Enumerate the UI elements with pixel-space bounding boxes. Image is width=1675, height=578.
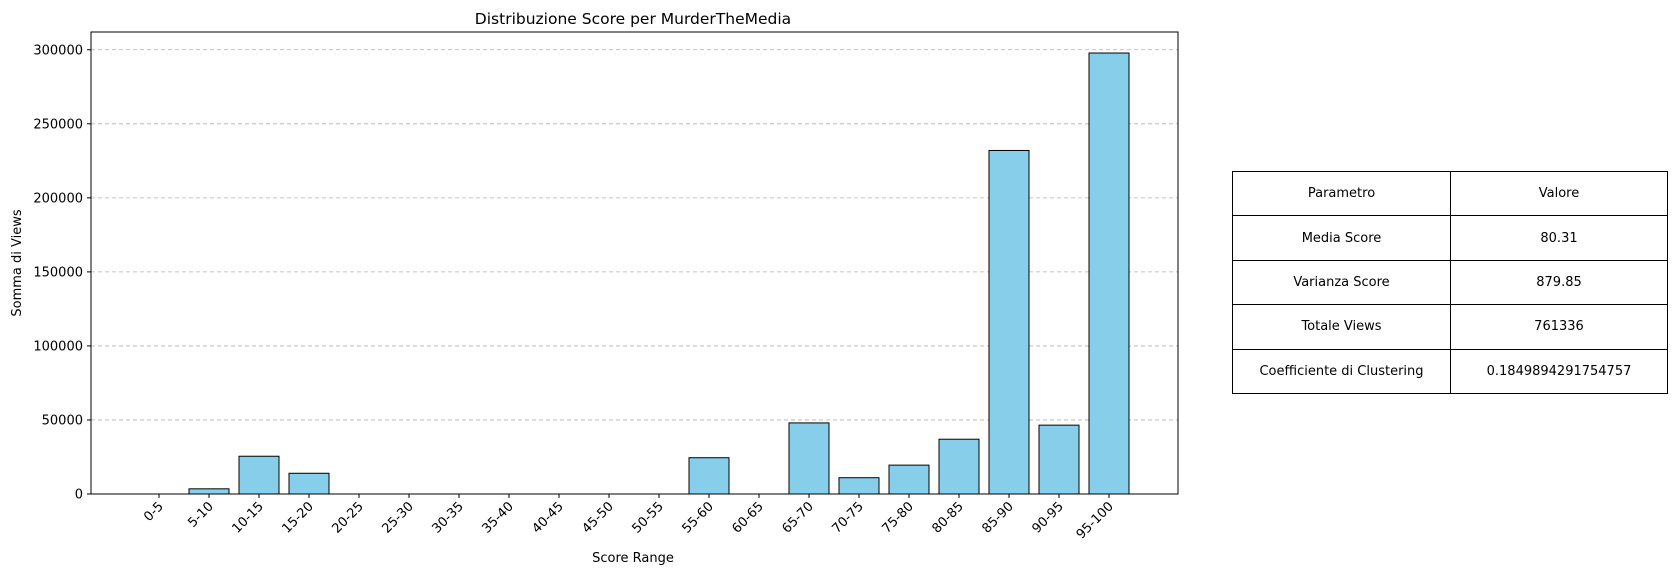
x-tick-label: 0-5 bbox=[141, 499, 167, 525]
bar-5-10 bbox=[188, 488, 230, 495]
bar-90-95 bbox=[1038, 424, 1080, 495]
y-axis-label: Somma di Views bbox=[10, 209, 25, 316]
bar-95-100 bbox=[1088, 52, 1130, 495]
x-tick-label: 75-80 bbox=[880, 499, 917, 536]
table-row: Totale Views 761336 bbox=[1232, 304, 1668, 350]
value-cell: 80.31 bbox=[1450, 215, 1668, 261]
value-cell: 761336 bbox=[1450, 304, 1668, 350]
x-tick-label: 55-60 bbox=[680, 499, 717, 536]
bar-85-90 bbox=[988, 149, 1030, 495]
table-row: Coefficiente di Clustering 0.18498942917… bbox=[1232, 348, 1668, 394]
header-value: Valore bbox=[1450, 170, 1668, 217]
x-axis: 0-5 5-10 10-15 15-20 20-25 25-30 30-35 35-40 40-… bbox=[141, 494, 1117, 542]
bar-15-20 bbox=[288, 472, 330, 495]
y-tick-label: 250000 bbox=[33, 117, 83, 132]
x-axis-label: Score Range bbox=[592, 551, 674, 566]
x-tick-label: 95-100 bbox=[1074, 499, 1117, 542]
x-tick-label: 10-15 bbox=[230, 499, 267, 536]
param-cell: Media Score bbox=[1232, 215, 1451, 261]
x-tick-label: 15-20 bbox=[280, 499, 317, 536]
stats-table: Parametro Valore Media Score 80.31 Varia… bbox=[1232, 170, 1668, 394]
x-tick-label: 90-95 bbox=[1030, 499, 1067, 536]
bar-10-15 bbox=[238, 455, 280, 495]
x-tick-label: 60-65 bbox=[730, 499, 767, 536]
x-tick-label: 20-25 bbox=[330, 499, 367, 536]
y-tick-label: 0 bbox=[75, 488, 83, 503]
bar-65-70 bbox=[788, 422, 830, 495]
x-tick-label: 80-85 bbox=[930, 499, 967, 536]
x-tick-label: 65-70 bbox=[780, 499, 817, 536]
y-tick-label: 200000 bbox=[33, 191, 83, 206]
table-row: Varianza Score 879.85 bbox=[1232, 259, 1668, 306]
y-axis: 0 50000 100000 150000 200000 250000 300000 bbox=[33, 43, 91, 503]
bar-80-85 bbox=[938, 438, 980, 495]
bar-75-80 bbox=[888, 464, 930, 495]
x-tick-label: 40-45 bbox=[530, 499, 567, 536]
param-cell: Totale Views bbox=[1232, 304, 1451, 350]
y-tick-label: 100000 bbox=[33, 339, 83, 354]
param-cell: Varianza Score bbox=[1232, 259, 1451, 306]
bar-chart: Distribuzione Score per MurderTheMedia 0… bbox=[10, 10, 1179, 566]
x-tick-label: 25-30 bbox=[380, 499, 417, 536]
x-tick-label: 85-90 bbox=[980, 499, 1017, 536]
header-param: Parametro bbox=[1232, 170, 1451, 217]
x-tick-label: 5-10 bbox=[185, 499, 216, 530]
bar-70-75 bbox=[838, 477, 880, 495]
y-tick-label: 50000 bbox=[42, 413, 83, 428]
bars bbox=[188, 52, 1130, 495]
y-tick-label: 150000 bbox=[33, 265, 83, 280]
x-tick-label: 50-55 bbox=[630, 499, 667, 536]
x-tick-label: 35-40 bbox=[480, 499, 517, 536]
x-tick-label: 45-50 bbox=[580, 499, 617, 536]
value-cell: 879.85 bbox=[1450, 259, 1668, 306]
plot-frame bbox=[90, 31, 1179, 495]
table-row: Media Score 80.31 bbox=[1232, 215, 1668, 261]
table-header-row: Parametro Valore bbox=[1232, 170, 1668, 217]
bar-55-60 bbox=[688, 457, 730, 495]
param-cell: Coefficiente di Clustering bbox=[1232, 348, 1451, 394]
x-tick-label: 70-75 bbox=[830, 499, 867, 536]
x-tick-label: 30-35 bbox=[430, 499, 467, 536]
y-tick-label: 300000 bbox=[33, 43, 83, 58]
chart-title: Distribuzione Score per MurderTheMedia bbox=[475, 10, 791, 28]
value-cell: 0.1849894291754757 bbox=[1450, 348, 1668, 394]
